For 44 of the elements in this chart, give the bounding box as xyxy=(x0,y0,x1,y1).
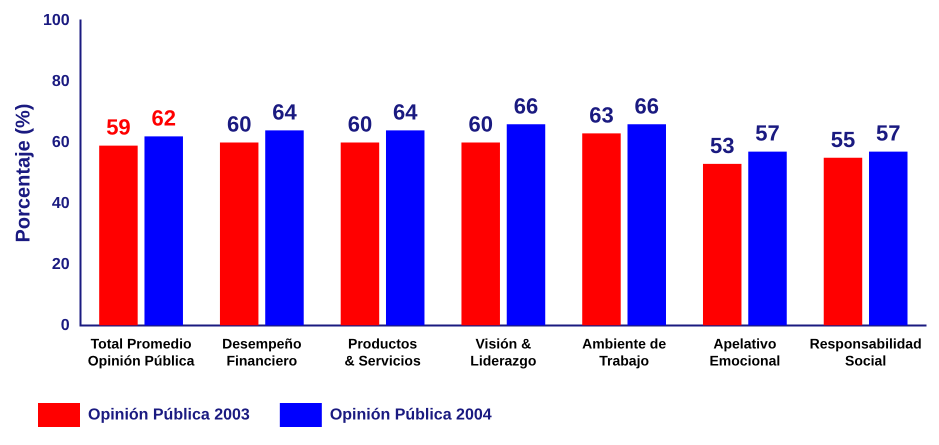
x-tick-label: Visión & Liderazgo xyxy=(470,336,536,368)
bar xyxy=(99,146,138,326)
bar xyxy=(220,142,258,326)
data-label: 66 xyxy=(514,93,538,118)
data-label: 64 xyxy=(392,99,418,124)
legend-label: Opinión Pública 2004 xyxy=(330,406,492,424)
bar xyxy=(628,124,666,326)
data-label: 62 xyxy=(151,105,176,130)
bar xyxy=(869,152,908,326)
data-label: 64 xyxy=(272,99,298,124)
data-label: 66 xyxy=(634,93,659,118)
data-label: 57 xyxy=(876,120,901,146)
data-label: 59 xyxy=(106,114,131,140)
x-tick-label: Productos & Servicios xyxy=(344,336,421,368)
data-label: 53 xyxy=(710,132,734,158)
y-tick-label: 60 xyxy=(52,134,70,151)
y-tick-label: 40 xyxy=(52,194,70,212)
data-label: 60 xyxy=(226,112,252,137)
x-tick-label: Total Promedio Opinión Pública xyxy=(88,336,195,368)
bar xyxy=(824,158,862,326)
data-label: 57 xyxy=(755,120,780,146)
bar xyxy=(265,130,304,326)
bar xyxy=(748,152,787,326)
bar xyxy=(461,142,500,326)
x-tick-label: Ambiente de Trabajo xyxy=(582,336,666,368)
legend-label: Opinión Pública 2003 xyxy=(88,406,250,424)
bar xyxy=(702,164,742,326)
data-label: 63 xyxy=(589,102,614,128)
x-tick-label: Responsabilidad Social xyxy=(810,336,922,368)
bar xyxy=(582,133,621,326)
bar xyxy=(144,136,183,326)
bar xyxy=(340,142,380,326)
y-tick-label: 80 xyxy=(52,72,70,90)
data-label: 60 xyxy=(468,112,493,137)
data-label: 55 xyxy=(830,126,856,152)
data-label: 60 xyxy=(348,112,372,137)
y-tick-label: 0 xyxy=(60,316,70,334)
x-tick-label: Desempeño Financiero xyxy=(222,336,302,368)
bar xyxy=(506,124,546,326)
x-tick-label: Apelativo Emocional xyxy=(709,336,780,368)
y-axis-title: Porcentaje (%) xyxy=(12,104,35,242)
y-tick-label: 100 xyxy=(42,12,70,30)
y-tick-label: 20 xyxy=(52,256,70,273)
bar xyxy=(386,130,424,326)
